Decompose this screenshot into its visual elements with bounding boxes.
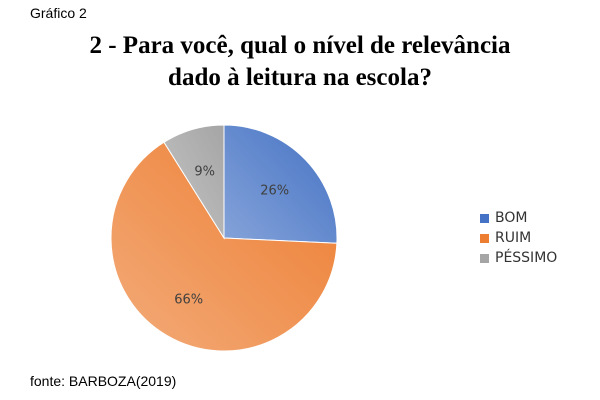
- chart-legend: BOM RUIM PÉSSIMO: [480, 208, 557, 268]
- figure-caption: Gráfico 2: [30, 5, 87, 21]
- legend-label-bom: BOM: [495, 210, 528, 226]
- legend-item-bom: BOM: [480, 208, 557, 228]
- legend-label-pessimo: PÉSSIMO: [495, 250, 558, 266]
- pie-slice-bom: [223, 124, 338, 244]
- chart-title-line-1: 2 - Para você, qual o nível de relevânci…: [89, 32, 511, 59]
- legend-swatch-bom: [480, 213, 489, 223]
- pie-slice-ruim: [110, 141, 338, 352]
- pie-label-ruim: 66%: [174, 292, 203, 307]
- pie-slice-pessimo: [163, 124, 225, 240]
- chart-title-line-2: dado à leitura na escola?: [168, 64, 432, 91]
- pie-label-bom: 26%: [260, 184, 289, 199]
- legend-label-ruim: RUIM: [495, 230, 532, 246]
- pie-label-pessimo: 9%: [194, 165, 215, 180]
- legend-swatch-pessimo: [480, 253, 489, 263]
- source-note: fonte: BARBOZA(2019): [30, 373, 177, 389]
- pie-slices: [110, 124, 338, 352]
- legend-item-pessimo: PÉSSIMO: [480, 248, 557, 268]
- chart-title: 2 - Para você, qual o nível de relevânci…: [0, 30, 600, 94]
- legend-item-ruim: RUIM: [480, 228, 557, 248]
- legend-swatch-ruim: [480, 233, 489, 243]
- pie-labels: 26% 66% 9%: [174, 165, 289, 308]
